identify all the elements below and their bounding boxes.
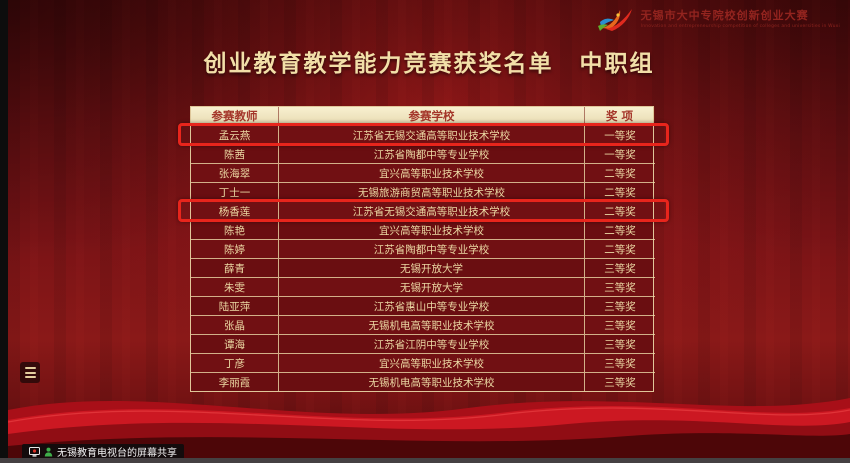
presenter-icon bbox=[44, 447, 53, 456]
teacher-cell: 朱雯 bbox=[191, 277, 279, 296]
school-cell: 江苏省陶都中等专业学校 bbox=[279, 239, 585, 258]
award-cell: 三等奖 bbox=[585, 353, 655, 372]
school-cell: 无锡开放大学 bbox=[279, 277, 585, 296]
header-award: 奖 项 bbox=[585, 107, 655, 125]
table-row: 朱雯 无锡开放大学 三等奖 bbox=[191, 277, 655, 296]
award-cell: 三等奖 bbox=[585, 334, 655, 353]
table-row: 陈婷 江苏省陶都中等专业学校 二等奖 bbox=[191, 239, 655, 258]
teacher-cell: 杨香莲 bbox=[191, 201, 279, 220]
table-row: 陈茜 江苏省陶都中等专业学校 一等奖 bbox=[191, 144, 655, 163]
award-cell: 三等奖 bbox=[585, 277, 655, 296]
table-row: 李丽霞 无锡机电高等职业技术学校 三等奖 bbox=[191, 372, 655, 391]
table-row: 薛青 无锡开放大学 三等奖 bbox=[191, 258, 655, 277]
teacher-cell: 陈婷 bbox=[191, 239, 279, 258]
award-cell: 二等奖 bbox=[585, 201, 655, 220]
header-teacher: 参赛教师 bbox=[191, 107, 279, 125]
award-cell: 二等奖 bbox=[585, 163, 655, 182]
teacher-cell: 陆亚萍 bbox=[191, 296, 279, 315]
screen-share-banner: 无锡教育电视台的屏幕共享 bbox=[22, 444, 184, 459]
award-cell: 二等奖 bbox=[585, 239, 655, 258]
collapsed-menu-widget[interactable] bbox=[20, 362, 40, 383]
teacher-cell: 薛青 bbox=[191, 258, 279, 277]
frame-left-strip bbox=[0, 0, 8, 463]
award-table: 参赛教师 参赛学校 奖 项 孟云燕 江苏省无锡交通高等职业技术学校 一等奖 陈茜… bbox=[178, 106, 669, 392]
page-title: 创业教育教学能力竞赛获奖名单 中职组 bbox=[8, 44, 850, 78]
page-title-text: 创业教育教学能力竞赛获奖名单 bbox=[203, 51, 554, 77]
teacher-cell: 丁彦 bbox=[191, 353, 279, 372]
teacher-cell: 张晶 bbox=[191, 315, 279, 334]
menu-icon bbox=[24, 367, 36, 369]
teacher-cell: 谭海 bbox=[191, 334, 279, 353]
table-row: 丁彦 宜兴高等职业技术学校 三等奖 bbox=[191, 353, 655, 372]
phoenix-logo-icon bbox=[597, 9, 632, 31]
award-cell: 三等奖 bbox=[585, 372, 655, 391]
teacher-cell: 陈茜 bbox=[191, 144, 279, 163]
school-cell: 江苏省惠山中等专业学校 bbox=[279, 296, 585, 315]
school-cell: 江苏省无锡交通高等职业技术学校 bbox=[279, 201, 585, 220]
table-row: 丁士一 无锡旅游商贸高等职业技术学校 二等奖 bbox=[191, 182, 655, 201]
stage-ribbon-waves bbox=[8, 398, 850, 458]
award-cell: 三等奖 bbox=[585, 296, 655, 315]
school-cell: 无锡机电高等职业技术学校 bbox=[279, 372, 585, 391]
school-cell: 宜兴高等职业技术学校 bbox=[279, 163, 585, 182]
table-row: 陆亚萍 江苏省惠山中等专业学校 三等奖 bbox=[191, 296, 655, 315]
school-cell: 江苏省无锡交通高等职业技术学校 bbox=[279, 125, 585, 144]
logo-title: 无锡市大中专院校创新创业大赛 bbox=[640, 9, 809, 23]
teacher-cell: 陈艳 bbox=[191, 220, 279, 239]
table-row: 张海翠 宜兴高等职业技术学校 二等奖 bbox=[191, 163, 655, 182]
table-row: 张晶 无锡机电高等职业技术学校 三等奖 bbox=[191, 315, 655, 334]
table-row: 谭海 江苏省江阴中等专业学校 三等奖 bbox=[191, 334, 655, 353]
award-cell: 三等奖 bbox=[585, 258, 655, 277]
table-row: 孟云燕 江苏省无锡交通高等职业技术学校 一等奖 bbox=[178, 123, 669, 146]
teacher-cell: 李丽霞 bbox=[191, 372, 279, 391]
logo-subtitle: Innovation and entrepreneurship competit… bbox=[640, 23, 840, 29]
school-cell: 无锡开放大学 bbox=[279, 258, 585, 277]
award-cell: 三等奖 bbox=[585, 315, 655, 334]
school-cell: 宜兴高等职业技术学校 bbox=[279, 220, 585, 239]
award-cell: 一等奖 bbox=[585, 125, 655, 144]
teacher-cell: 张海翠 bbox=[191, 163, 279, 182]
screen-share-icon bbox=[29, 446, 40, 457]
table-header-row: 参赛教师 参赛学校 奖 项 bbox=[191, 107, 655, 125]
table-row: 陈艳 宜兴高等职业技术学校 二等奖 bbox=[191, 220, 655, 239]
school-cell: 江苏省陶都中等专业学校 bbox=[279, 144, 585, 163]
teacher-cell: 孟云燕 bbox=[191, 125, 279, 144]
school-cell: 无锡机电高等职业技术学校 bbox=[279, 315, 585, 334]
competition-logo: 无锡市大中专院校创新创业大赛 Innovation and entreprene… bbox=[596, 6, 840, 34]
frame-bottom-bar bbox=[0, 458, 850, 463]
award-cell: 二等奖 bbox=[585, 182, 655, 201]
school-cell: 宜兴高等职业技术学校 bbox=[279, 353, 585, 372]
award-cell: 一等奖 bbox=[585, 144, 655, 163]
screen-share-label: 无锡教育电视台的屏幕共享 bbox=[57, 448, 177, 459]
school-cell: 江苏省江阴中等专业学校 bbox=[279, 334, 585, 353]
page-title-group: 中职组 bbox=[579, 51, 655, 77]
header-school: 参赛学校 bbox=[279, 107, 585, 125]
table-row: 杨香莲 江苏省无锡交通高等职业技术学校 二等奖 bbox=[178, 199, 669, 222]
award-cell: 二等奖 bbox=[585, 220, 655, 239]
logo-text-block: 无锡市大中专院校创新创业大赛 Innovation and entreprene… bbox=[641, 10, 840, 29]
teacher-cell: 丁士一 bbox=[191, 182, 279, 201]
school-cell: 无锡旅游商贸高等职业技术学校 bbox=[279, 182, 585, 201]
